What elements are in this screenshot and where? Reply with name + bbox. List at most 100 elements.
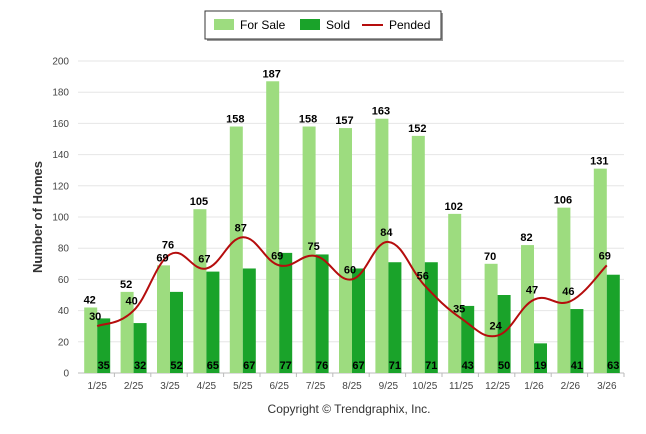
y-tick-label: 40 [58, 306, 70, 317]
x-tick-label: 6/25 [269, 381, 289, 392]
label-sold: 67 [352, 360, 364, 372]
label-for-sale: 106 [554, 195, 572, 207]
copyright: Copyright © Trendgraphix, Inc. [268, 402, 431, 416]
label-sold: 77 [280, 360, 292, 372]
label-sold: 63 [607, 360, 619, 372]
label-pended: 84 [380, 227, 393, 239]
bar-for-sale [339, 128, 352, 373]
bar-sold [352, 268, 365, 373]
bar-for-sale [84, 307, 98, 373]
label-for-sale: 163 [372, 106, 390, 118]
legend-swatch-sold [300, 19, 320, 30]
legend-label-for-sale: For Sale [240, 18, 286, 32]
bar-sold [534, 343, 547, 373]
label-sold: 67 [243, 360, 255, 372]
bar-for-sale [375, 118, 389, 373]
y-tick-label: 20 [58, 337, 70, 348]
bar-sold [388, 262, 402, 373]
bar-sold [570, 309, 584, 373]
data-labels: 42 35 52 32 69 52 105 65 158 67 187 77 158 76 157 67 163… [84, 68, 620, 372]
label-pended: 76 [162, 239, 174, 251]
label-pended: 69 [599, 250, 611, 262]
bar-sold [133, 323, 147, 373]
bar-sold [606, 274, 620, 373]
bar-sold [279, 252, 293, 373]
label-sold: 32 [134, 360, 146, 372]
x-tick-label: 3/25 [160, 381, 180, 392]
y-tick-label: 100 [52, 213, 69, 224]
label-sold: 71 [425, 360, 437, 372]
legend: For Sale Sold Pended [204, 10, 443, 41]
bar-for-sale [120, 291, 134, 373]
label-for-sale: 42 [84, 294, 96, 306]
x-axis-ticks: 1/25 2/25 3/25 4/25 5/25 6/25 7/25 8/25 9/25 10/2… [87, 373, 625, 392]
y-tick-label: 0 [63, 369, 69, 380]
x-tick-label: 5/25 [233, 381, 253, 392]
bar-for-sale [193, 209, 207, 373]
label-pended: 24 [489, 321, 502, 333]
label-for-sale: 157 [335, 115, 353, 127]
y-tick-label: 180 [52, 88, 69, 99]
label-pended: 87 [235, 222, 247, 234]
legend-label-sold: Sold [326, 18, 350, 32]
label-sold: 43 [462, 360, 474, 372]
label-sold: 50 [498, 360, 510, 372]
bar-for-sale [229, 126, 243, 374]
label-sold: 41 [571, 360, 583, 372]
label-for-sale: 82 [520, 232, 532, 244]
x-tick-label: 2/26 [561, 381, 581, 392]
bar-sold [97, 318, 111, 373]
label-pended: 75 [307, 241, 319, 253]
bar-sold [497, 295, 511, 373]
x-tick-label: 11/25 [449, 381, 474, 392]
y-tick-label: 80 [58, 244, 70, 255]
label-for-sale: 158 [226, 114, 244, 126]
y-axis-ticks: 0 20 40 60 80 100 120 140 160 180 200 [52, 57, 69, 380]
legend-label-pended: Pended [389, 18, 430, 32]
bar-for-sale [484, 263, 498, 373]
bar-sold [242, 268, 256, 373]
label-for-sale: 131 [590, 156, 608, 168]
label-pended: 30 [89, 311, 101, 323]
bar-for-sale [302, 126, 316, 374]
label-for-sale: 158 [299, 114, 317, 126]
bar-sold [170, 291, 183, 373]
label-for-sale: 70 [484, 251, 496, 263]
x-tick-label: 1/26 [524, 381, 544, 392]
bar-for-sale [266, 81, 280, 373]
label-for-sale: 102 [445, 201, 463, 213]
label-sold: 65 [207, 360, 219, 372]
label-sold: 71 [389, 360, 401, 372]
y-axis-label: Number of Homes [30, 161, 45, 273]
pended-line-path [96, 236, 608, 338]
y-tick-label: 200 [52, 57, 69, 68]
x-tick-label: 12/25 [485, 381, 510, 392]
pended-line [96, 236, 608, 338]
label-pended: 67 [198, 253, 210, 265]
label-for-sale: 152 [408, 123, 426, 135]
label-sold: 19 [534, 360, 546, 372]
bars [84, 81, 620, 374]
x-tick-label: 7/25 [306, 381, 326, 392]
bar-for-sale [521, 245, 534, 373]
label-for-sale: 105 [190, 196, 208, 208]
bar-for-sale [557, 207, 571, 373]
label-for-sale: 52 [120, 279, 132, 291]
legend-swatch-for-sale [214, 19, 234, 30]
label-pended: 47 [526, 285, 538, 297]
bar-for-sale [448, 213, 462, 373]
label-sold: 35 [98, 360, 110, 372]
legend-box [204, 10, 442, 40]
label-pended: 40 [125, 296, 137, 308]
y-tick-label: 160 [52, 119, 69, 130]
x-tick-label: 1/25 [87, 381, 107, 392]
label-pended: 46 [562, 286, 574, 298]
bar-sold [315, 254, 329, 373]
x-tick-label: 3/26 [597, 381, 617, 392]
bar-for-sale [593, 168, 607, 373]
y-tick-label: 60 [58, 275, 70, 286]
bar-sold [206, 271, 220, 373]
y-tick-label: 140 [52, 150, 69, 161]
label-pended: 56 [417, 271, 429, 283]
